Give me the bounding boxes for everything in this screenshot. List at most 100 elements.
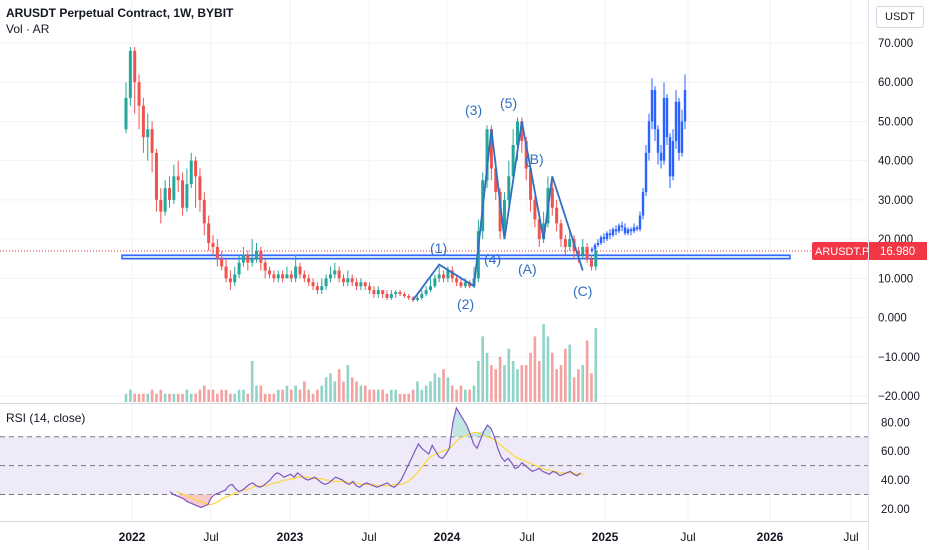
projection-bar[interactable] — [623, 223, 627, 236]
candle[interactable] — [502, 192, 506, 236]
candle[interactable] — [328, 266, 332, 283]
candle[interactable] — [394, 290, 398, 298]
candle[interactable] — [202, 192, 206, 236]
projection-bar[interactable] — [650, 78, 654, 130]
candle[interactable] — [433, 274, 437, 289]
rsi-line[interactable] — [169, 406, 581, 509]
candle[interactable] — [585, 243, 589, 263]
projection-bar[interactable] — [602, 233, 606, 244]
candle[interactable] — [285, 266, 289, 279]
candle[interactable] — [563, 235, 567, 255]
candle[interactable] — [555, 199, 559, 232]
wave-label[interactable]: (1) — [430, 240, 447, 256]
wave-label[interactable]: (2) — [457, 296, 474, 312]
candle[interactable] — [302, 270, 306, 283]
candle[interactable] — [511, 129, 515, 181]
price-badge[interactable]: ARUSDT.P 16.980 — [812, 241, 927, 260]
projection-bar[interactable] — [659, 144, 663, 169]
candle[interactable] — [429, 278, 432, 293]
candle[interactable] — [146, 113, 150, 161]
projection-bar[interactable] — [626, 227, 630, 236]
support-zone[interactable] — [121, 254, 791, 260]
candle[interactable] — [263, 258, 267, 279]
candle[interactable] — [141, 97, 145, 153]
candle[interactable] — [507, 160, 511, 208]
candle[interactable] — [289, 270, 293, 283]
candle[interactable] — [241, 246, 245, 267]
candle[interactable] — [307, 274, 311, 287]
projection-bar[interactable] — [647, 113, 651, 161]
candle[interactable] — [355, 278, 359, 291]
candle[interactable] — [176, 160, 180, 193]
candle[interactable] — [442, 270, 446, 283]
candle[interactable] — [376, 286, 380, 298]
projection-bar[interactable] — [668, 133, 672, 189]
projection-bar[interactable] — [599, 235, 603, 245]
candle[interactable] — [194, 156, 198, 208]
candle[interactable] — [459, 278, 463, 289]
projection-bar[interactable] — [593, 243, 597, 251]
candle[interactable] — [398, 290, 402, 296]
projection-bar[interactable] — [665, 93, 669, 145]
candle[interactable] — [198, 168, 202, 212]
wave-label[interactable]: (5) — [500, 95, 517, 111]
candle[interactable] — [346, 270, 350, 287]
candle[interactable] — [485, 125, 489, 189]
projection-bar[interactable] — [674, 90, 678, 149]
candle[interactable] — [181, 172, 185, 216]
candle[interactable] — [559, 219, 563, 247]
candle[interactable] — [368, 282, 372, 295]
candle[interactable] — [385, 290, 389, 300]
candle[interactable] — [159, 188, 163, 224]
candle[interactable] — [437, 266, 441, 283]
candle[interactable] — [137, 74, 141, 130]
symbol-title[interactable]: ARUSDT Perpetual Contract, 1W, BYBIT — [6, 6, 234, 20]
candle[interactable] — [389, 290, 393, 300]
candle[interactable] — [337, 266, 341, 283]
projection-bar[interactable] — [683, 74, 687, 130]
projection-bar[interactable] — [629, 227, 633, 236]
projection-bar[interactable] — [632, 223, 636, 234]
candle[interactable] — [568, 231, 572, 251]
projection-bar[interactable] — [641, 188, 645, 220]
candle[interactable] — [381, 290, 385, 298]
candle[interactable] — [207, 215, 211, 251]
candle[interactable] — [311, 278, 315, 291]
candle[interactable] — [533, 195, 537, 228]
projection-bar[interactable] — [590, 246, 594, 253]
candle[interactable] — [281, 270, 285, 283]
candle[interactable] — [424, 286, 428, 296]
candle[interactable] — [133, 46, 137, 114]
candle[interactable] — [215, 239, 219, 267]
candle[interactable] — [185, 168, 189, 212]
candle[interactable] — [594, 246, 598, 271]
candle[interactable] — [450, 266, 454, 283]
candle[interactable] — [420, 290, 424, 300]
candle[interactable] — [581, 239, 585, 259]
candle[interactable] — [589, 254, 593, 271]
projection-bar[interactable] — [620, 221, 624, 232]
candle[interactable] — [220, 250, 224, 271]
wave-label[interactable]: (B) — [525, 151, 544, 167]
wave-label[interactable]: (C) — [573, 283, 592, 299]
candle[interactable] — [550, 180, 554, 216]
projection-bar[interactable] — [596, 239, 600, 247]
candle[interactable] — [363, 282, 367, 291]
candle[interactable] — [233, 266, 237, 287]
candle[interactable] — [276, 270, 280, 283]
elliott-wave-line[interactable] — [412, 121, 584, 301]
projection-bar[interactable] — [644, 144, 648, 196]
candle[interactable] — [402, 292, 406, 298]
candle[interactable] — [294, 254, 298, 283]
candle[interactable] — [250, 239, 254, 267]
candle[interactable] — [268, 266, 272, 279]
candle[interactable] — [259, 246, 263, 271]
wave-label[interactable]: (4) — [484, 251, 501, 267]
candle[interactable] — [211, 235, 215, 255]
candle[interactable] — [324, 274, 328, 291]
projection-bar[interactable] — [608, 229, 612, 240]
candle[interactable] — [172, 164, 176, 204]
projection-bar[interactable] — [617, 223, 621, 234]
candle[interactable] — [228, 270, 232, 291]
wave-label[interactable]: (3) — [465, 102, 482, 118]
